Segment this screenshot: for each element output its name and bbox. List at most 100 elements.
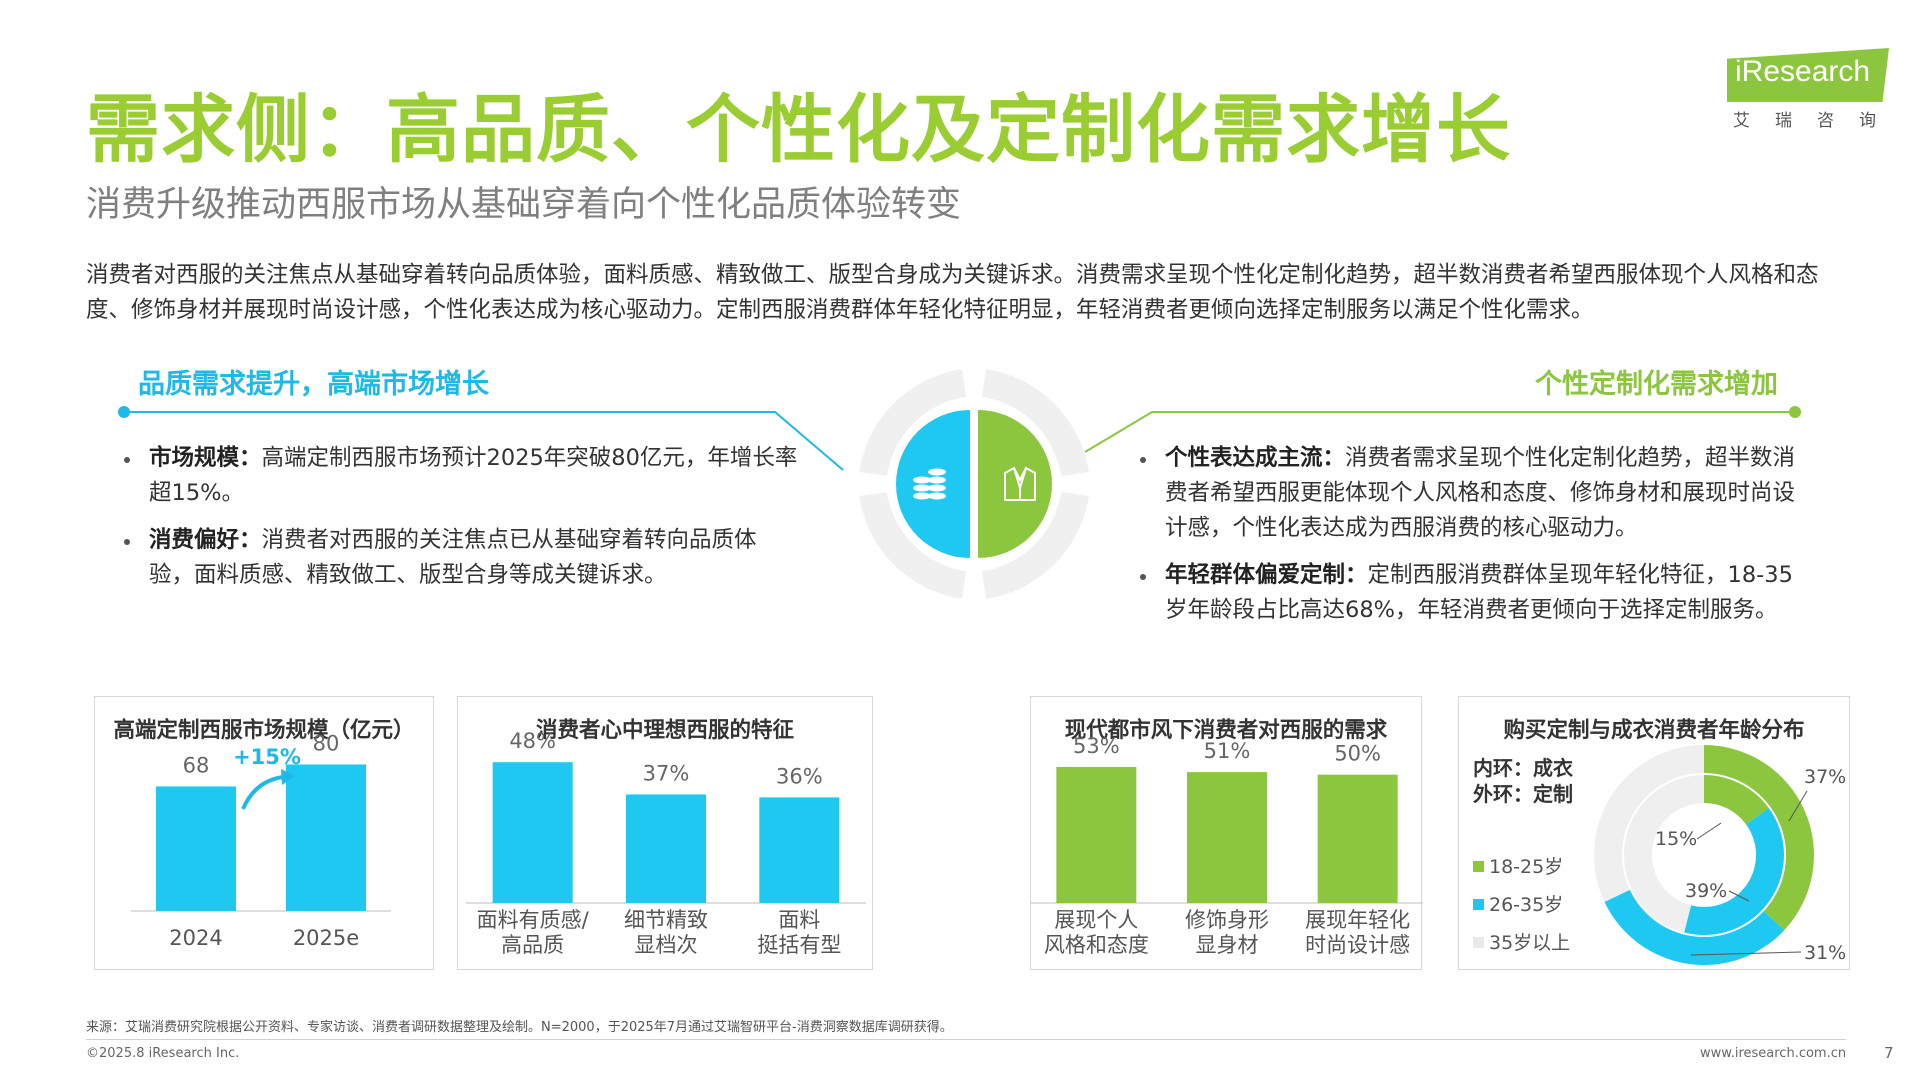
bar [759, 797, 840, 903]
category-label: 时尚设计感 [1305, 933, 1410, 957]
market-size-panel: 高端定制西服市场规模（亿元） 68 2024 80 2025e +15% [94, 696, 434, 970]
page-title: 需求侧：高品质、个性化及定制化需求增长 [86, 87, 1511, 173]
urban-demand-panel: 现代都市风下消费者对西服的需求 53% 展现个人 风格和态度 51% 修饰身形 显身材 50… [1030, 696, 1423, 970]
bullet-dot [1140, 574, 1146, 580]
logo-text: iResearch [1735, 55, 1871, 88]
right-connector-line [1084, 411, 1795, 453]
leader-line [1728, 890, 1750, 902]
outer-ring [859, 369, 1089, 599]
left-bullet-1: 市场规模：高端定制西服市场预计2025年突破80亿元，年增长率超15%。 [149, 441, 799, 511]
right-bullet-1: 个性表达成主流：消费者需求呈现个性化定制化趋势，超半数消费者希望西服更能体现个人… [1165, 441, 1815, 546]
outer-ring-label: 外环：定制 [1473, 782, 1573, 806]
chart-title: 购买定制与成衣消费者年龄分布 [1503, 718, 1805, 743]
category-label: 高品质 [501, 933, 564, 957]
leader-line [1696, 822, 1722, 840]
bar-value-label: 53% [1073, 734, 1120, 758]
inner-ring-segment [1624, 775, 1704, 933]
leader-line [1788, 790, 1808, 822]
bullet-label: 年轻群体偏爱定制： [1165, 562, 1368, 588]
chart-title: 高端定制西服市场规模（亿元） [113, 718, 415, 743]
outer-ring-segment [1594, 745, 1704, 902]
bar-value-label: 68 [183, 753, 210, 777]
value-label-outer-26-35: 31% [1804, 942, 1846, 964]
value-label-inner-18-25: 15% [1655, 828, 1697, 850]
website-link[interactable]: www.iresearch.com.cn [1700, 1046, 1847, 1061]
bullet-label: 市场规模： [149, 445, 262, 471]
category-label: 展现个人 [1054, 908, 1138, 932]
category-label: 2025e [293, 926, 359, 950]
bullet-text: 消费者对西服的关注焦点已从基础穿着转向品质体验，面料质感、精致做工、版型合身等成… [149, 527, 757, 588]
category-label: 修饰身形 [1185, 908, 1269, 932]
suit-icon [1004, 466, 1036, 501]
bullet-dot [124, 457, 130, 463]
bar-value-label: 36% [776, 764, 823, 788]
category-label: 细节精致 [624, 908, 708, 932]
left-section-heading: 品质需求提升，高端市场增长 [138, 369, 489, 400]
left-connector-line [124, 411, 844, 471]
category-label: 面料 [778, 908, 820, 932]
outer-ring-segment [1604, 889, 1785, 965]
bar-value-label: 50% [1334, 742, 1381, 766]
right-section-heading: 个性定制化需求增加 [1535, 369, 1778, 400]
bar-value-label: 51% [1204, 739, 1251, 763]
bullet-text: 消费者需求呈现个性化定制化趋势，超半数消费者希望西服更能体现个人风格和态度、修饰… [1165, 445, 1796, 541]
legend-label: 18-25岁 [1489, 856, 1563, 878]
source-note: 来源：艾瑞消费研究院根据公开资料、专家访谈、消费者调研数据整理及绘制。N=200… [86, 1020, 953, 1035]
bar [1056, 766, 1137, 903]
logo-subtitle: 艾瑞咨询 [1733, 111, 1901, 131]
growth-arrow-head [281, 769, 295, 785]
value-label-inner-26-35: 39% [1685, 880, 1727, 902]
bar [492, 762, 573, 903]
footer-divider [86, 1039, 1846, 1040]
chart-title: 现代都市风下消费者对西服的需求 [1064, 718, 1388, 743]
left-bullet-2: 消费偏好：消费者对西服的关注焦点已从基础穿着转向品质体验，面料质感、精致做工、版… [149, 523, 799, 593]
bar [156, 786, 236, 911]
coins-icon [913, 468, 946, 500]
bullet-text: 高端定制西服市场预计2025年突破80亿元，年增长率超15%。 [149, 445, 798, 506]
legend-label: 35岁以上 [1489, 932, 1570, 954]
category-label: 风格和态度 [1044, 933, 1149, 957]
category-label: 显身材 [1196, 933, 1259, 957]
ideal-suit-panel: 消费者心中理想西服的特征 48% 面料有质感/高品质 37% 细节精致 显档次 36% 面料… [457, 696, 873, 970]
legend-swatch [1473, 899, 1484, 910]
bullet-dot [1140, 457, 1146, 463]
bar [626, 794, 706, 903]
bar-value-label: 48% [509, 729, 556, 753]
age-distribution-panel: 购买定制与成衣消费者年龄分布 内环：成衣 外环：定制 18-25岁 26-35岁 35岁… [1458, 696, 1850, 970]
bar [1317, 774, 1398, 903]
category-label: 显档次 [635, 933, 698, 957]
leader-line [1690, 951, 1802, 956]
copyright: ©2025.8 iResearch Inc. [86, 1046, 240, 1061]
page-subtitle: 消费升级推动西服市场从基础穿着向个性化品质体验转变 [86, 185, 962, 225]
bar-value-label: 37% [643, 761, 690, 785]
inner-ring-segment [1704, 775, 1769, 825]
category-label: 2024 [169, 926, 222, 950]
legend-swatch [1473, 937, 1484, 948]
value-label-outer-18-25: 37% [1804, 766, 1846, 788]
outer-ring-segment [1704, 745, 1814, 931]
center-right-half [978, 410, 1052, 558]
bar [286, 764, 366, 911]
bullet-dot [124, 539, 130, 545]
market-size-chart: 68 2024 80 2025e +15% [131, 731, 391, 950]
chart-title: 消费者心中理想西服的特征 [535, 718, 794, 743]
bullet-label: 消费偏好： [149, 527, 262, 553]
growth-annotation: +15% [233, 745, 301, 769]
center-left-half [896, 410, 970, 558]
category-label: 展现年轻化 [1305, 908, 1410, 932]
bullet-text: 定制西服消费群体呈现年轻化特征，18-35岁年龄段占比高达68%，年轻消费者更倾… [1165, 562, 1793, 623]
category-label: 面料有质感/ [477, 908, 590, 932]
bar-value-label: 80 [313, 731, 340, 755]
inner-ring-segment [1684, 807, 1784, 935]
legend-swatch [1473, 861, 1484, 872]
right-bullet-2: 年轻群体偏爱定制：定制西服消费群体呈现年轻化特征，18-35岁年龄段占比高达68… [1165, 558, 1815, 628]
growth-arrow [241, 775, 284, 810]
page-number: 7 [1884, 1044, 1894, 1062]
category-label: 挺括有型 [757, 933, 841, 957]
intro-paragraph: 消费者对西服的关注焦点从基础穿着转向品质体验，面料质感、精致做工、版型合身成为关… [86, 262, 1819, 323]
bullet-label: 个性表达成主流： [1165, 445, 1346, 471]
